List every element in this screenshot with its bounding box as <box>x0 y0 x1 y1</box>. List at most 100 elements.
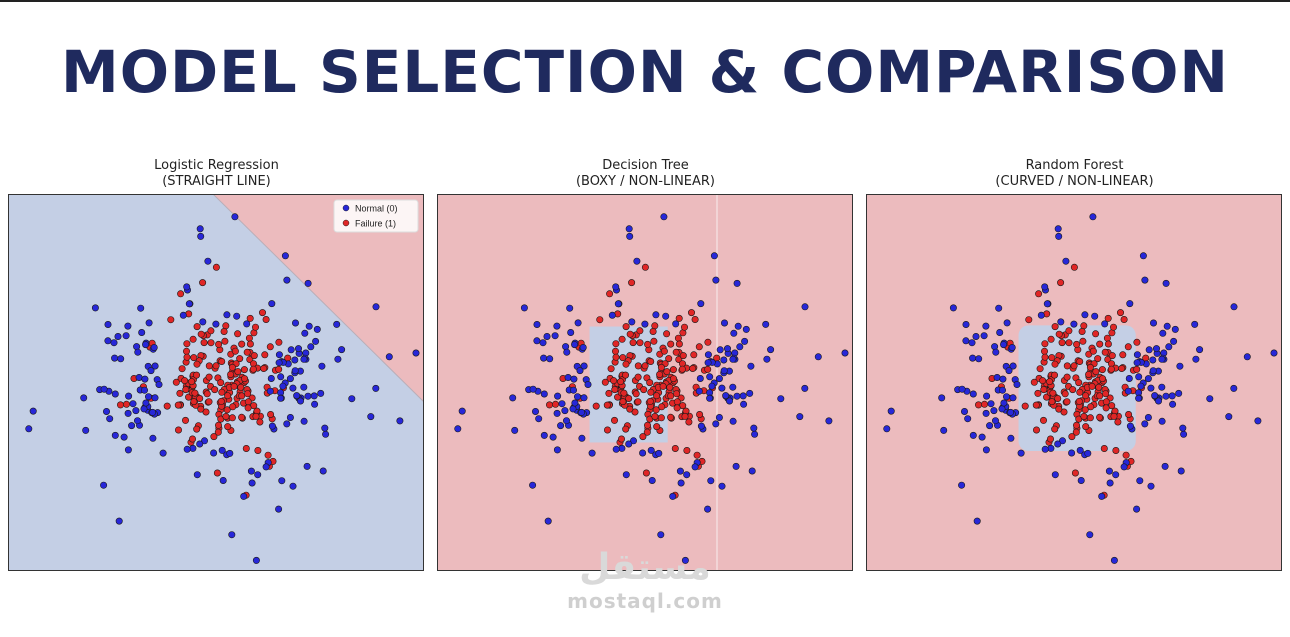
normal-point <box>304 279 312 287</box>
failure-point <box>117 401 125 409</box>
failure-point <box>1133 338 1141 346</box>
failure-point <box>181 377 189 385</box>
normal-point <box>569 405 577 413</box>
plot-frame <box>8 194 424 571</box>
failure-point <box>236 355 244 363</box>
normal-point <box>1179 424 1187 432</box>
failure-point <box>1120 316 1128 324</box>
normal-point <box>124 322 132 330</box>
watermark: مستقل mostaql.com <box>540 548 750 614</box>
failure-point <box>245 334 253 342</box>
normal-point <box>716 346 724 354</box>
failure-point <box>673 404 681 412</box>
failure-point <box>1082 423 1090 431</box>
normal-point <box>660 213 668 221</box>
normal-point <box>1145 346 1153 354</box>
failure-point <box>1075 397 1083 405</box>
normal-point <box>962 337 970 345</box>
failure-point <box>634 398 642 406</box>
normal-point <box>124 446 132 454</box>
normal-point <box>639 449 647 457</box>
failure-point <box>634 373 642 381</box>
normal-point <box>712 276 720 284</box>
normal-point <box>972 333 980 341</box>
normal-point <box>712 420 720 428</box>
normal-point <box>841 349 849 357</box>
normal-point <box>1043 300 1051 308</box>
failure-point <box>254 447 262 455</box>
normal-point <box>1037 311 1045 319</box>
normal-point <box>279 382 287 390</box>
normal-point <box>1159 329 1167 337</box>
normal-point <box>740 400 748 408</box>
failure-point <box>1047 335 1055 343</box>
failure-point <box>1048 398 1056 406</box>
failure-point <box>673 390 681 398</box>
normal-point <box>704 351 712 359</box>
failure-point <box>1089 347 1097 355</box>
normal-point <box>647 446 655 454</box>
normal-point <box>696 375 704 383</box>
normal-point <box>706 394 714 402</box>
failure-point <box>641 263 649 271</box>
normal-point <box>1000 399 1008 407</box>
failure-point <box>660 347 668 355</box>
failure-point <box>1107 365 1115 373</box>
failure-point <box>622 323 630 331</box>
failure-point <box>667 340 675 348</box>
normal-point <box>1055 232 1063 240</box>
failure-point <box>1065 327 1073 335</box>
failure-point <box>1070 362 1078 370</box>
normal-point <box>199 318 207 326</box>
failure-point <box>1032 401 1040 409</box>
failure-point <box>238 413 246 421</box>
normal-point <box>311 400 319 408</box>
chart-title-main: Decision Tree <box>602 158 689 173</box>
normal-point <box>1139 252 1147 260</box>
failure-point <box>1078 328 1086 336</box>
normal-point <box>540 390 548 398</box>
failure-point <box>1063 373 1071 381</box>
failure-point <box>1057 279 1065 287</box>
normal-point <box>287 346 295 354</box>
normal-point <box>887 407 895 415</box>
normal-point <box>584 381 592 389</box>
failure-point <box>264 451 272 459</box>
failure-point <box>975 401 983 409</box>
normal-point <box>962 321 970 329</box>
normal-point <box>1191 320 1199 328</box>
normal-point <box>247 467 255 475</box>
failure-point <box>611 386 619 394</box>
normal-point <box>1141 276 1149 284</box>
failure-point <box>604 426 612 434</box>
failure-point <box>234 330 242 338</box>
normal-point <box>286 375 294 383</box>
failure-point <box>667 392 675 400</box>
failure-point <box>193 360 201 368</box>
normal-point <box>733 392 741 400</box>
normal-point <box>1076 446 1084 454</box>
failure-point <box>617 378 625 386</box>
normal-point <box>762 320 770 328</box>
normal-point <box>218 446 226 454</box>
normal-point <box>1135 373 1143 381</box>
failure-point <box>650 337 658 345</box>
failure-point <box>1101 348 1109 356</box>
failure-point <box>1110 323 1118 331</box>
failure-point <box>175 426 183 434</box>
normal-point <box>641 320 649 328</box>
failure-point <box>207 339 215 347</box>
normal-point <box>980 332 988 340</box>
legend-normal-marker <box>342 204 350 212</box>
failure-point <box>231 347 239 355</box>
failure-point <box>981 400 989 408</box>
normal-point <box>100 385 108 393</box>
failure-point <box>1065 339 1073 347</box>
normal-point <box>141 386 149 394</box>
failure-point <box>215 421 223 429</box>
normal-point <box>1158 383 1166 391</box>
failure-point <box>610 377 618 385</box>
normal-point <box>571 341 579 349</box>
normal-point <box>540 354 548 362</box>
failure-point <box>238 340 246 348</box>
